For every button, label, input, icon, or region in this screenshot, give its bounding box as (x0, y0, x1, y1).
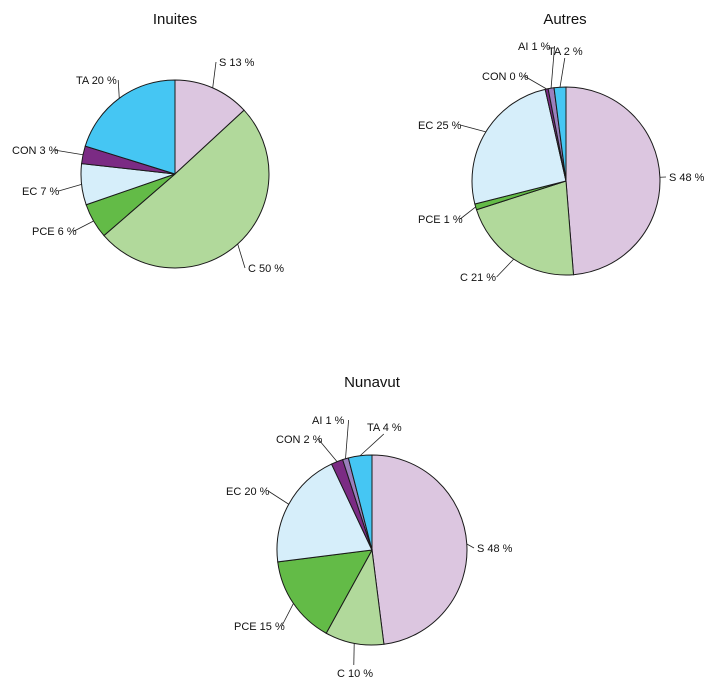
slice-label-s: S 48 % (477, 543, 513, 555)
leader-line-ta (559, 57, 566, 88)
pie-chart-autres: Autres S 48 % C 21 % PCE 1 % EC 25 % CON 0 %… (418, 11, 705, 284)
slice-label-con: CON 3 % (12, 145, 59, 157)
slice-label-ta: TA 4 % (367, 422, 402, 434)
pie-chart-inuites: Inuites S 13 % C 50 % PCE 6 % EC 7 % CON 3 %… (12, 11, 284, 275)
slice-label-c: C 50 % (248, 263, 284, 275)
slice-label-ta: TA 2 % (548, 46, 583, 58)
leader-line-ta (359, 433, 385, 457)
leader-line-ta (117, 79, 120, 99)
slice-label-ec: EC 7 % (22, 186, 60, 198)
leader-line-ai (550, 45, 555, 89)
leader-line-ec (460, 124, 486, 133)
slice-label-c: C 10 % (337, 668, 373, 677)
slice-label-pce: PCE 1 % (418, 214, 463, 226)
leader-line-con (317, 438, 338, 462)
slice-label-ai: AI 1 % (312, 415, 345, 427)
slice-label-c: C 21 % (460, 272, 496, 284)
slice-label-ta: TA 20 % (76, 75, 117, 87)
leader-line-ec (267, 490, 289, 505)
slice-label-ec: EC 20 % (226, 486, 270, 498)
pie-slice-ec (471, 88, 567, 205)
slice-label-con: CON 2 % (276, 434, 323, 446)
pie-slice-c (103, 109, 270, 269)
leader-line-s (466, 543, 475, 549)
chart-title: Inuites (153, 11, 197, 28)
leader-line-c (496, 258, 514, 278)
leader-line-ai (345, 419, 349, 459)
leader-line-s (212, 61, 217, 88)
leader-line-c (237, 243, 246, 269)
pie-slice-s (371, 454, 468, 645)
pie-chart-nunavut: Nunavut S 48 % C 10 % PCE 15 % EC 20 % CON 2… (226, 374, 513, 677)
slice-label-ai: AI 1 % (518, 41, 551, 53)
slice-label-pce: PCE 6 % (32, 226, 77, 238)
leader-line-pce (281, 603, 294, 627)
slice-label-con: CON 0 % (482, 71, 529, 83)
leader-line-pce (459, 206, 476, 220)
pie-slice-c (475, 180, 575, 276)
leader-line-con (523, 75, 547, 90)
slice-label-ec: EC 25 % (418, 120, 462, 132)
pie-slice-ec (276, 463, 373, 563)
chart-title: Nunavut (344, 374, 401, 391)
slice-label-pce: PCE 15 % (234, 621, 285, 633)
chart-title: Autres (543, 11, 586, 28)
pie-slice-ta (84, 79, 176, 175)
slice-label-s: S 13 % (219, 57, 255, 69)
pie-slice-s (565, 86, 661, 276)
slice-label-s: S 48 % (669, 172, 705, 184)
leader-line-con (54, 149, 84, 156)
leader-line-pce (74, 220, 94, 232)
leader-line-ec (58, 184, 82, 192)
